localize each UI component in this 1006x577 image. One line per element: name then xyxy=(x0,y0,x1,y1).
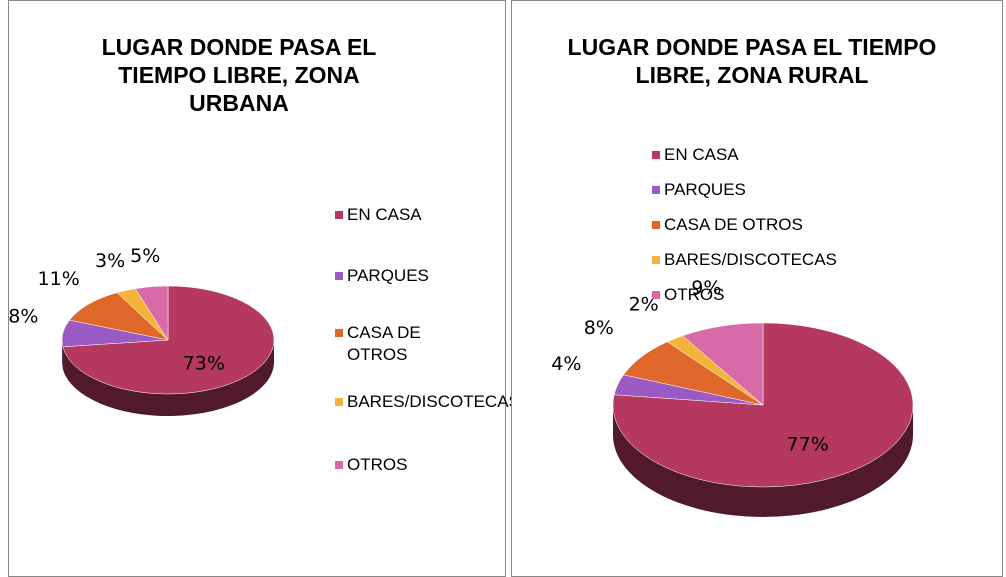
legend-label: OTROS xyxy=(664,285,725,304)
data-label: 73% xyxy=(183,353,225,375)
chart-title: LUGAR DONDE PASA EL TIEMPO LIBRE, ZONA U… xyxy=(101,34,377,116)
pie-slice xyxy=(62,285,275,395)
legend-label: CASA DE OTROS xyxy=(664,215,803,234)
legend-swatch xyxy=(652,291,660,299)
legend-item: CASA DE OTROS xyxy=(335,322,475,366)
pie-slice xyxy=(134,285,169,341)
legend-label: CASA DE OTROS xyxy=(347,323,421,364)
legend-item: OTROS xyxy=(652,284,952,306)
legend-swatch xyxy=(652,186,660,194)
chart-title: LUGAR DONDE PASA EL TIEMPO LIBRE, ZONA R… xyxy=(567,34,937,88)
slice-side xyxy=(613,405,913,517)
pie-slice xyxy=(68,292,169,341)
chart-panel: LUGAR DONDE PASA EL TIEMPO LIBRE, ZONA R… xyxy=(511,0,1003,577)
legend-swatch xyxy=(652,151,660,159)
legend-item: BARES/DISCOTECAS xyxy=(335,391,520,413)
legend-item: BARES/DISCOTECAS xyxy=(652,249,952,271)
legend-swatch xyxy=(335,211,343,219)
legend-swatch xyxy=(652,221,660,229)
data-label: 4% xyxy=(551,353,581,375)
slice-side xyxy=(62,340,274,417)
pie-chart: 77% 4%8% 2% 9% xyxy=(551,277,914,517)
data-label: 3% xyxy=(95,250,125,272)
legend-item: PARQUES xyxy=(652,179,952,201)
legend-label: PARQUES xyxy=(347,266,429,285)
legend-label: EN CASA xyxy=(347,205,422,224)
legend-label: BARES/DISCOTECAS xyxy=(347,392,520,411)
legend-swatch xyxy=(652,256,660,264)
legend-label: BARES/DISCOTECAS xyxy=(664,250,837,269)
data-label: 5% xyxy=(130,245,160,267)
data-label: 2% xyxy=(629,293,659,315)
legend-swatch xyxy=(335,461,343,469)
pie-slice xyxy=(612,322,914,488)
pie-slice xyxy=(682,322,764,406)
legend-item: CASA DE OTROS xyxy=(652,214,952,236)
data-label: 8% xyxy=(584,317,614,339)
data-label: 9% xyxy=(691,277,721,299)
legend-item: EN CASA xyxy=(652,144,952,166)
legend-label: EN CASA xyxy=(664,145,739,164)
legend-label: PARQUES xyxy=(664,180,746,199)
legend-item: PARQUES xyxy=(335,265,475,287)
legend-item: OTROS xyxy=(335,454,475,476)
legend-swatch xyxy=(335,272,343,280)
legend-swatch xyxy=(335,329,343,337)
data-label: 8% xyxy=(9,306,38,328)
legend-swatch xyxy=(335,398,343,406)
data-label: 77% xyxy=(787,433,829,455)
pie-chart: 73% 8%11% 3% 5% xyxy=(9,245,275,417)
legend-label: OTROS xyxy=(347,455,408,474)
slice-side xyxy=(62,340,63,369)
chart-panel: LUGAR DONDE PASA EL TIEMPO LIBRE, ZONA U… xyxy=(8,0,520,577)
data-label: 11% xyxy=(38,268,80,290)
legend-item: EN CASA xyxy=(335,204,475,226)
